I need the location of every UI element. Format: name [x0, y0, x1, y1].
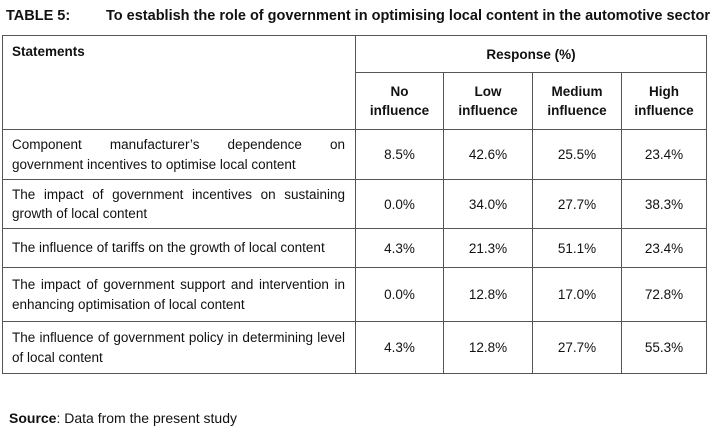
header-no-influence: No influence	[355, 72, 444, 130]
value-cell: 38.3%	[620, 179, 708, 229]
header-statements: Statements	[2, 35, 356, 130]
statement-cell: Component manufacturer’s dependence on g…	[2, 129, 356, 180]
table-title: To establish the role of government in o…	[106, 8, 710, 24]
value-cell: 17.0%	[532, 267, 622, 322]
value-cell: 23.4%	[620, 129, 708, 180]
table-row: The impact of government incentives on s…	[2, 179, 708, 229]
statement-cell: The impact of government incentives on s…	[2, 179, 356, 229]
value-cell: 4.3%	[355, 228, 444, 268]
response-table: Statements Response (%) No influence Low i…	[2, 35, 708, 374]
value-cell: 8.5%	[355, 129, 444, 180]
value-cell: 4.3%	[355, 321, 444, 374]
value-cell: 72.8%	[620, 267, 708, 322]
statement-cell: The influence of tariffs on the growth o…	[2, 228, 356, 268]
value-cell: 0.0%	[355, 267, 444, 322]
value-cell: 27.7%	[532, 179, 622, 229]
value-cell: 12.8%	[443, 321, 533, 374]
table-caption: TABLE 5: To establish the role of governm…	[6, 8, 710, 24]
source-text: : Data from the present study	[56, 410, 237, 426]
header-response: Response (%)	[354, 35, 708, 73]
value-cell: 34.0%	[443, 179, 533, 229]
table-row: Component manufacturer’s dependence on g…	[2, 129, 708, 180]
table-row: The influence of government policy in de…	[2, 321, 708, 374]
value-cell: 23.4%	[620, 228, 708, 268]
value-cell: 25.5%	[532, 129, 622, 180]
value-cell: 27.7%	[532, 321, 622, 374]
value-cell: 51.1%	[532, 228, 622, 268]
statement-cell: The impact of government support and int…	[2, 267, 356, 322]
header-medium-influence: Medium influence	[532, 72, 622, 130]
value-cell: 12.8%	[443, 267, 533, 322]
value-cell: 21.3%	[443, 228, 533, 268]
header-low-influence: Low influence	[443, 72, 533, 130]
statement-cell: The influence of government policy in de…	[2, 321, 356, 374]
value-cell: 55.3%	[620, 321, 708, 374]
table-number: TABLE 5:	[6, 8, 71, 24]
table-row: The influence of tariffs on the growth o…	[2, 228, 708, 268]
source-note: Source: Data from the present study	[9, 410, 237, 426]
source-label: Source	[9, 410, 57, 426]
header-high-influence: High influence	[620, 72, 708, 130]
value-cell: 42.6%	[443, 129, 533, 180]
table-row: The impact of government support and int…	[2, 267, 708, 322]
value-cell: 0.0%	[355, 179, 444, 229]
